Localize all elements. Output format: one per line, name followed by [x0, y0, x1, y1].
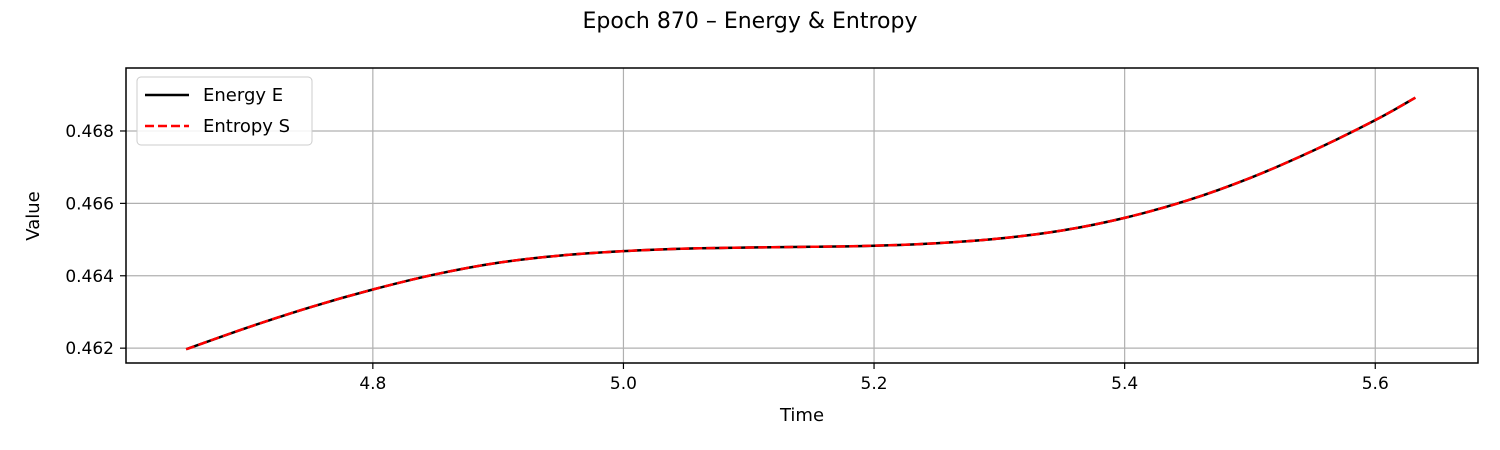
x-tick-label: 4.8	[359, 374, 386, 394]
legend-label-entropy: Entropy S	[203, 116, 290, 137]
x-tick-label: 5.2	[861, 374, 888, 394]
chart-title: Epoch 870 – Energy & Entropy	[583, 9, 918, 34]
grid	[126, 68, 1478, 363]
x-axis-label: Time	[779, 405, 824, 426]
y-tick-label: 0.468	[65, 122, 114, 142]
series-layer	[185, 96, 1416, 351]
y-tick-label: 0.466	[65, 194, 114, 214]
legend: Energy E Entropy S	[136, 76, 313, 146]
y-axis-label: Value	[23, 191, 44, 240]
plot-frame	[125, 67, 1479, 364]
ticks: 4.8 5.0 5.2 5.4 5.6 0.462 0.464 0.466 0.468	[65, 122, 1388, 394]
legend-label-energy: Energy E	[203, 85, 283, 106]
series-line-entropy	[185, 96, 1416, 351]
y-tick-label: 0.462	[65, 339, 114, 359]
x-tick-label: 5.4	[1111, 374, 1138, 394]
series-line-energy	[185, 96, 1416, 351]
y-tick-label: 0.464	[65, 267, 114, 287]
x-tick-label: 5.0	[610, 374, 637, 394]
x-tick-label: 5.6	[1362, 374, 1389, 394]
